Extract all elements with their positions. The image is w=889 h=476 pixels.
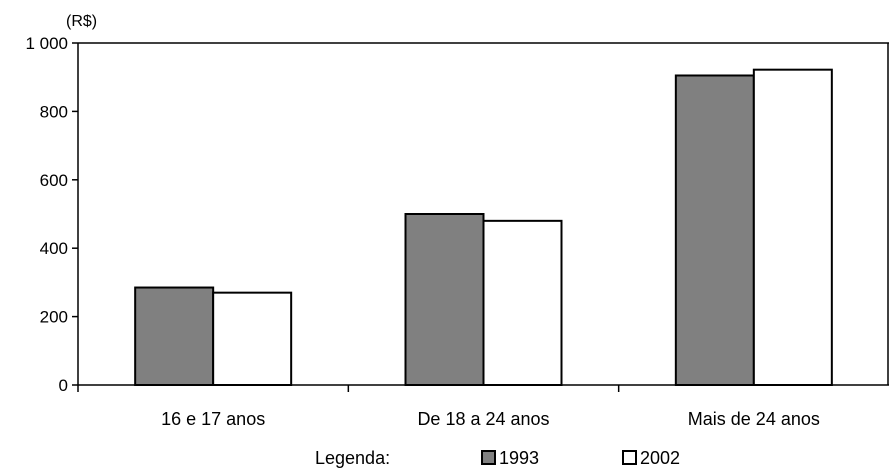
legend-label-1993: 1993 <box>499 448 539 468</box>
axes: 0 200 400 600 800 1 000 16 e 17 anos De 18 a 24… <box>25 34 889 429</box>
x-tick-label: Mais de 24 anos <box>688 409 820 429</box>
bar-2002-3 <box>752 68 833 387</box>
x-tick-label: De 18 a 24 anos <box>417 409 549 429</box>
legend: Legenda: 1993 2002 <box>315 448 680 468</box>
y-tick-label: 200 <box>40 308 68 327</box>
x-tick-label: 16 e 17 anos <box>161 409 265 429</box>
bar-1993-3 <box>674 74 755 387</box>
bar-1993-2 <box>404 213 485 386</box>
y-tick-label: 600 <box>40 171 68 190</box>
y-tick-label: 0 <box>59 376 68 395</box>
y-tick-label: 1 000 <box>25 34 68 53</box>
legend-swatch-2002 <box>622 450 637 465</box>
bar-2002-1 <box>212 291 293 386</box>
bar-1993-1 <box>134 286 215 386</box>
bars <box>134 68 833 387</box>
y-unit-label: (R$) <box>66 13 97 30</box>
legend-label-2002: 2002 <box>640 448 680 468</box>
bar-2002-2 <box>482 219 563 386</box>
y-tick-label: 400 <box>40 239 68 258</box>
legend-swatch-1993 <box>481 450 496 465</box>
y-tick-label: 800 <box>40 102 68 121</box>
legend-title: Legenda: <box>315 448 390 468</box>
